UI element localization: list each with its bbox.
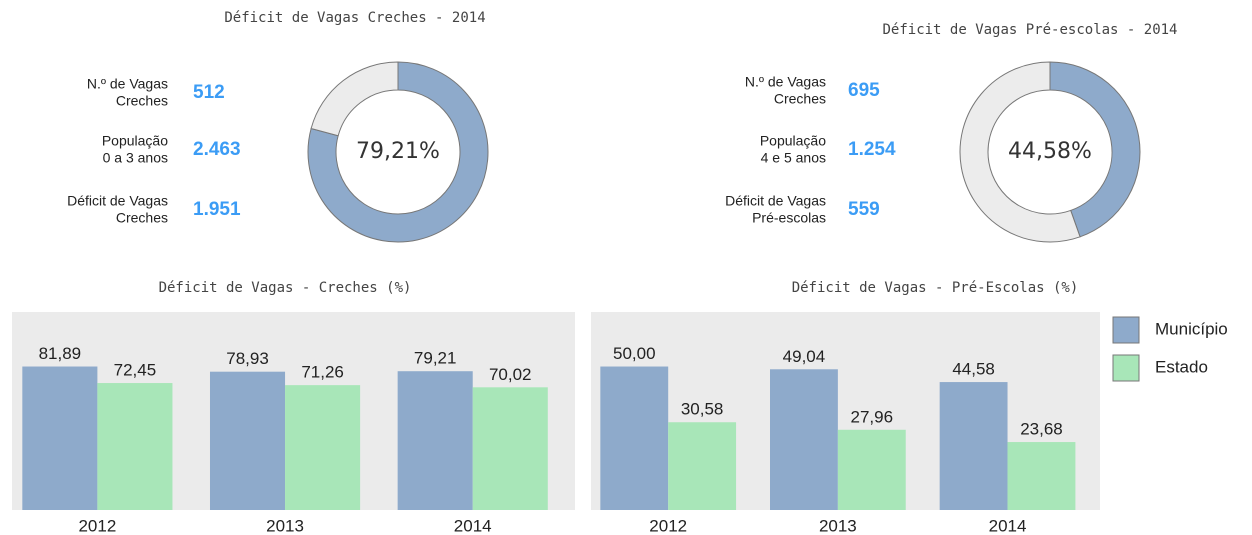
stat-label: Déficit de Vagas (67, 193, 168, 209)
stat-value: 512 (193, 82, 225, 103)
chart-title: Déficit de Vagas - Pré-Escolas (%) (792, 280, 1079, 296)
bar (837, 429, 906, 510)
stat-value: 559 (848, 199, 880, 220)
bar-value-label: 49,04 (783, 347, 826, 366)
bar (668, 422, 737, 510)
stat-label: N.º de Vagas (87, 76, 168, 92)
bar-value-label: 72,45 (114, 361, 157, 380)
bar-value-label: 78,93 (226, 349, 269, 368)
donut-segment (307, 61, 489, 243)
bar-value-label: 23,68 (1020, 420, 1063, 439)
bar (769, 369, 838, 510)
x-tick-label: 2012 (78, 516, 116, 535)
bar (472, 387, 548, 510)
bar (939, 382, 1008, 510)
stat-label: N.º de Vagas (745, 74, 826, 90)
stat-value: 1.951 (193, 199, 241, 220)
bar (1007, 442, 1076, 510)
stat-label: 0 a 3 anos (103, 150, 168, 166)
bar-value-label: 81,89 (39, 344, 82, 363)
x-tick-label: 2013 (266, 516, 304, 535)
bar (22, 366, 98, 510)
stat-value: 695 (848, 80, 880, 101)
donut-segment (1049, 61, 1141, 238)
bar (600, 366, 669, 510)
x-tick-label: 2013 (819, 516, 857, 535)
x-tick-label: 2012 (649, 516, 687, 535)
legend-label: Município (1155, 319, 1228, 338)
bar-value-label: 30,58 (681, 400, 724, 419)
donut-center-label: 79,21% (356, 139, 440, 164)
bar-value-label: 44,58 (952, 360, 995, 379)
donut-segment (959, 61, 1081, 243)
legend-swatch (1112, 316, 1140, 344)
stat-label: Creches (774, 91, 826, 107)
stat-label: Creches (116, 93, 168, 109)
legend-label: Estado (1155, 357, 1208, 376)
stat-label: Déficit de Vagas (725, 193, 826, 209)
stat-label: Creches (116, 210, 168, 226)
legend-swatch (1112, 354, 1140, 382)
chart-title: Déficit de Vagas Creches - 2014 (224, 10, 485, 26)
bar-value-label: 50,00 (613, 344, 656, 363)
chart-title: Déficit de Vagas - Creches (%) (159, 280, 412, 296)
chart-title: Déficit de Vagas Pré-escolas - 2014 (882, 22, 1177, 38)
bar (397, 371, 473, 510)
x-tick-label: 2014 (454, 516, 492, 535)
bar-value-label: 27,96 (851, 407, 894, 426)
stat-label: Pré-escolas (752, 210, 826, 226)
bar (209, 371, 286, 510)
bar (285, 385, 361, 510)
stat-label: 4 e 5 anos (761, 150, 826, 166)
stat-value: 1.254 (848, 139, 896, 160)
bar-value-label: 79,21 (414, 349, 457, 368)
stat-label: População (760, 133, 826, 149)
bar (97, 383, 173, 510)
bar-value-label: 71,26 (301, 363, 344, 382)
bar-value-label: 70,02 (489, 365, 532, 384)
x-tick-label: 2014 (989, 516, 1027, 535)
stat-value: 2.463 (193, 139, 241, 160)
stat-label: População (102, 133, 168, 149)
donut-segment (310, 61, 399, 137)
donut-center-label: 44,58% (1008, 139, 1092, 164)
